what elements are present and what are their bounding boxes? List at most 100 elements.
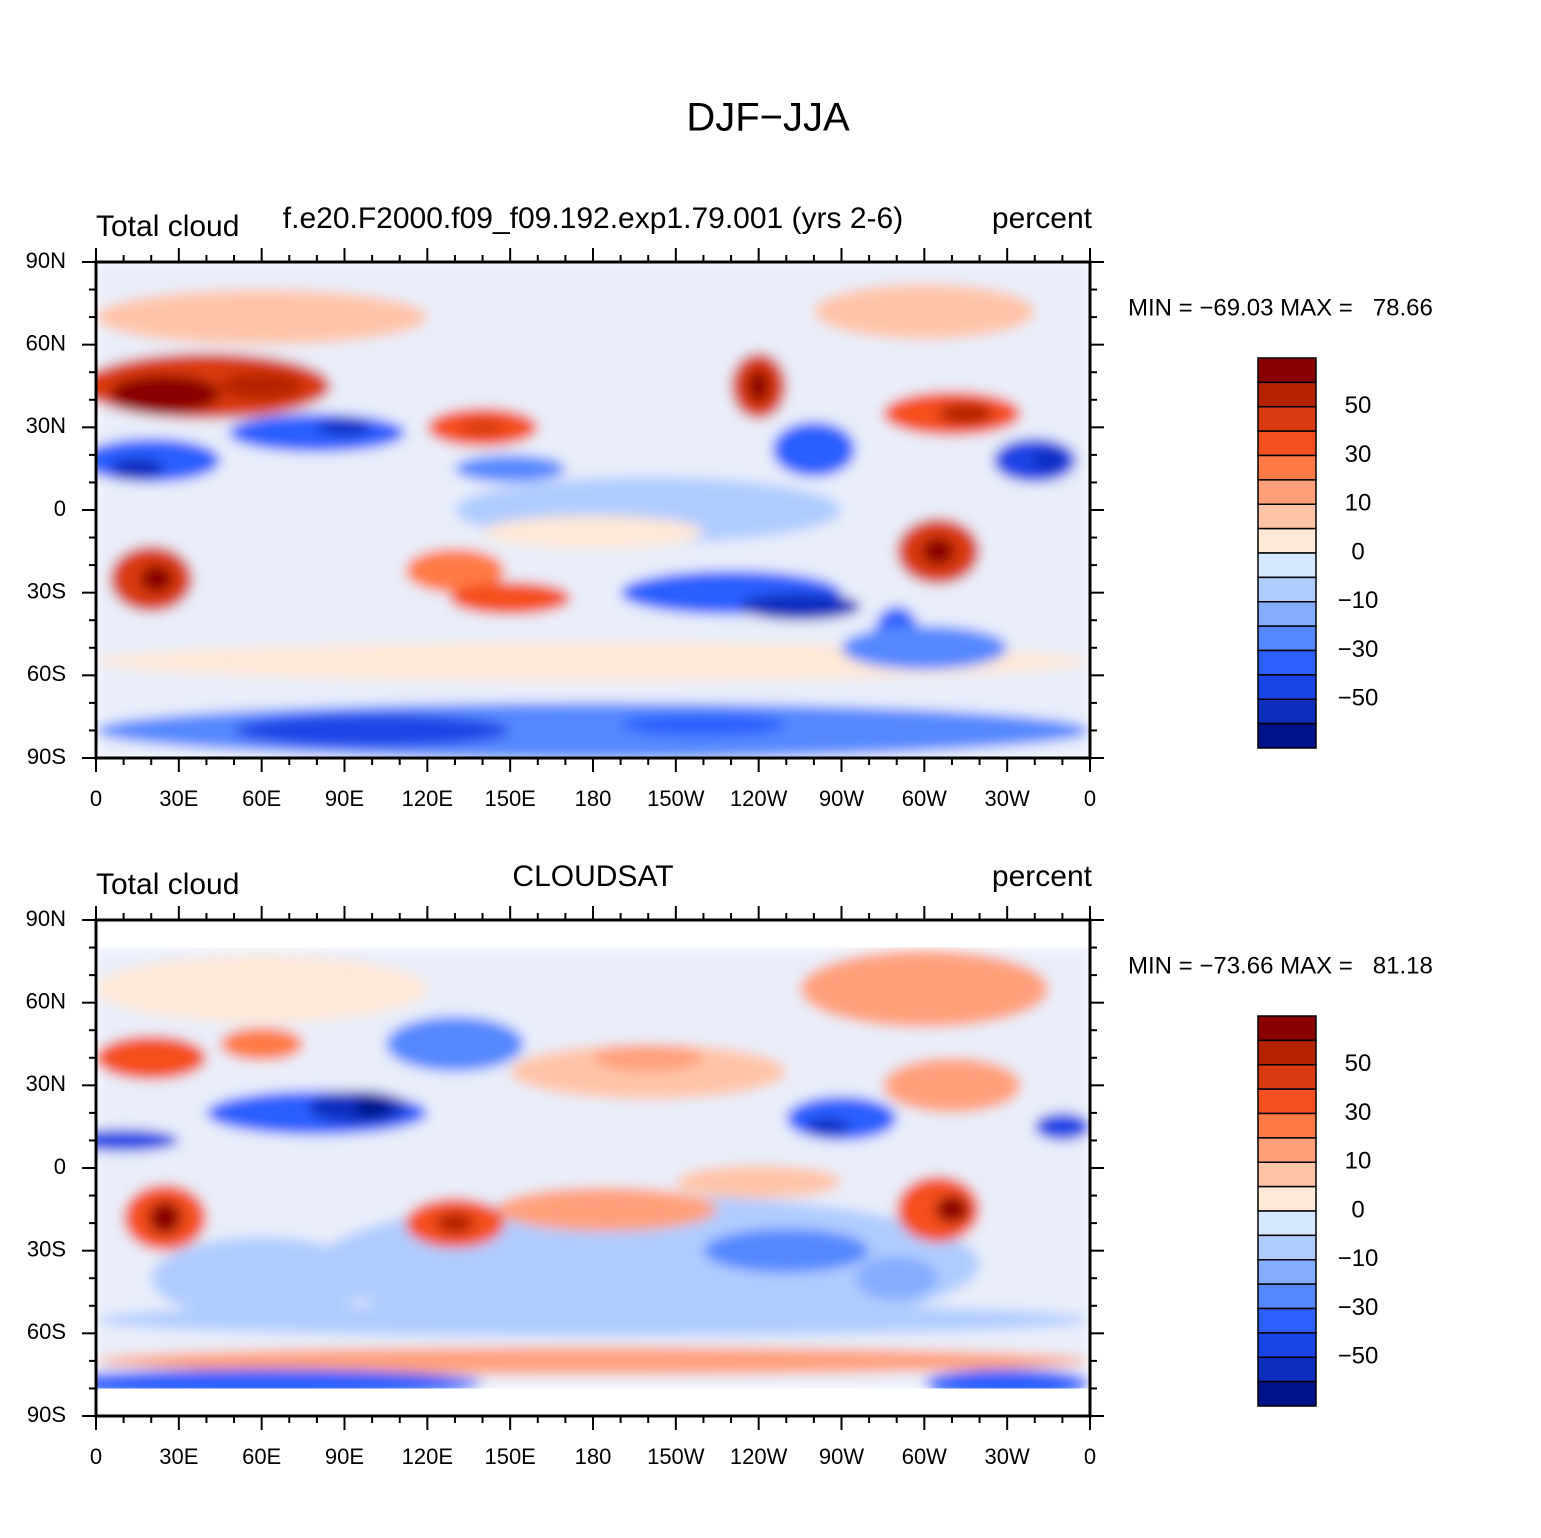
colorbar-box	[1257, 1185, 1317, 1212]
colorbar-label: −10	[1338, 587, 1379, 614]
colorbar-box	[1257, 1015, 1317, 1042]
contour-region	[151, 1236, 373, 1320]
x-tick-label: 60E	[242, 786, 281, 811]
y-tick-label: 60N	[26, 330, 66, 355]
colorbar-box	[1257, 381, 1317, 408]
contour-region	[855, 1256, 939, 1301]
contour-region	[220, 1027, 304, 1061]
colorbar-box	[1257, 674, 1317, 700]
y-tick-label: 90N	[26, 906, 66, 931]
contour-region	[921, 537, 955, 566]
colorbar-box	[1257, 625, 1317, 652]
contour-region	[405, 548, 505, 593]
contour-region	[703, 1228, 870, 1273]
x-tick-label: 120E	[402, 1444, 453, 1469]
x-tick-label: 30W	[985, 786, 1030, 811]
x-tick-label: 150E	[484, 1444, 535, 1469]
y-tick-label: 30N	[26, 1071, 66, 1096]
right-string: percent	[992, 860, 1093, 893]
colorbar-box	[1257, 1356, 1317, 1383]
contour-region	[747, 369, 770, 403]
figure-title: DJF−JJA	[686, 96, 850, 140]
contour-region	[96, 955, 428, 1022]
contour-region	[935, 1195, 969, 1224]
colorbar-box	[1257, 1234, 1317, 1261]
colorbar-box	[1257, 1161, 1317, 1188]
contour-region	[228, 413, 406, 453]
contour-region	[220, 372, 304, 400]
colorbar-box	[1257, 1137, 1317, 1163]
colorbar-box	[1257, 479, 1317, 505]
colorbar-label: 10	[1345, 1148, 1372, 1175]
colorbar-label: −50	[1338, 685, 1379, 712]
contour-region	[385, 1016, 524, 1072]
y-tick-label: 30S	[27, 1236, 66, 1261]
colorbar-label: −30	[1338, 636, 1379, 663]
x-tick-label: 120W	[730, 1444, 788, 1469]
contour-region	[96, 1347, 1090, 1375]
colorbar-label: 0	[1351, 538, 1364, 565]
x-tick-label: 90W	[819, 1444, 864, 1469]
contour-region	[496, 1187, 718, 1232]
contour-region	[1034, 1112, 1090, 1141]
x-tick-label: 0	[90, 786, 102, 811]
x-tick-label: 0	[1084, 786, 1096, 811]
colorbar-label: −10	[1338, 1245, 1379, 1272]
colorbar-box	[1257, 698, 1317, 725]
contour-field	[96, 262, 1090, 758]
colorbar-box	[1257, 406, 1317, 432]
contour-region	[454, 454, 566, 483]
x-tick-label: 120E	[402, 786, 453, 811]
contour-region	[675, 1165, 842, 1199]
contour-region	[924, 1369, 1090, 1389]
x-tick-label: 60W	[902, 1444, 947, 1469]
y-tick-label: 90S	[27, 1402, 66, 1427]
left-string: Total cloud	[96, 868, 239, 901]
colorbar-box	[1257, 1380, 1317, 1407]
contour-region	[938, 402, 994, 425]
contour-region	[96, 1303, 1090, 1337]
contour-region	[449, 581, 571, 615]
contour-region	[109, 374, 221, 414]
contour-region	[882, 1057, 1021, 1113]
contour-region	[96, 1035, 207, 1080]
x-tick-label: 180	[575, 786, 612, 811]
contour-region	[96, 1369, 483, 1389]
colorbar-label: −50	[1338, 1343, 1379, 1370]
y-tick-label: 0	[54, 1154, 66, 1179]
x-tick-label: 30E	[159, 786, 198, 811]
x-tick-label: 90W	[819, 786, 864, 811]
contour-region	[786, 1096, 897, 1141]
colorbar-label: 50	[1345, 392, 1372, 419]
colorbar-box	[1257, 527, 1317, 554]
colorbar-box	[1257, 1259, 1317, 1285]
contour-region	[772, 421, 856, 477]
map-panel: 0 30E 60E 90E 120E 150E 180 150W 120W 90W 60W 30W 09…	[26, 202, 1433, 811]
colorbar-box	[1257, 1210, 1317, 1237]
contour-region	[460, 419, 505, 436]
colorbar-box	[1257, 1039, 1317, 1066]
colorbar-box	[1257, 722, 1317, 749]
colorbar-box	[1257, 1064, 1317, 1090]
x-tick-label: 150E	[484, 786, 535, 811]
y-tick-label: 90N	[26, 248, 66, 273]
min-max-stats: MIN = −69.03 MAX = 78.66	[1128, 294, 1433, 321]
x-tick-label: 30W	[985, 1444, 1030, 1469]
contour-region	[316, 419, 373, 436]
min-max-stats: MIN = −73.66 MAX = 81.18	[1128, 952, 1433, 979]
left-string: Total cloud	[96, 210, 239, 243]
contour-region	[805, 1118, 850, 1135]
contour-region	[234, 713, 511, 747]
contour-region	[355, 1096, 389, 1119]
x-tick-label: 30E	[159, 1444, 198, 1469]
colorbar-box	[1257, 430, 1317, 457]
x-tick-label: 90E	[325, 786, 364, 811]
colorbar-box	[1257, 1088, 1317, 1115]
contour-region	[435, 1212, 475, 1235]
colorbar-label: 30	[1345, 441, 1372, 468]
colorbar-box	[1257, 1112, 1317, 1139]
x-tick-label: 0	[90, 1444, 102, 1469]
colorbar-box	[1257, 503, 1317, 530]
colorbar-box	[1257, 649, 1317, 676]
